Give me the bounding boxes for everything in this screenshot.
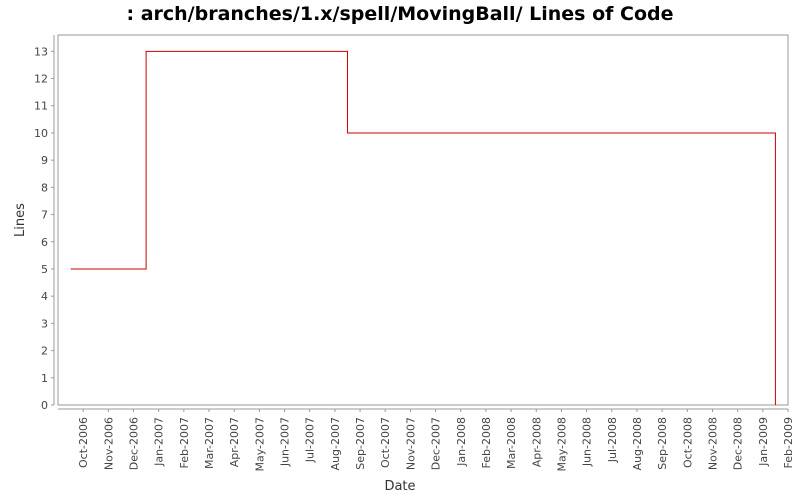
x-tick-label: Jun-2008	[581, 417, 594, 467]
x-tick-label: Dec-2006	[128, 417, 141, 470]
x-tick-label: Jul-2008	[606, 417, 619, 463]
x-tick-label: Nov-2008	[706, 417, 719, 470]
chart-title: : arch/branches/1.x/spell/MovingBall/ Li…	[126, 3, 673, 25]
x-tick-label: Apr-2008	[530, 417, 543, 467]
x-tick-label: Mar-2008	[505, 417, 518, 469]
x-tick-label: Aug-2007	[329, 417, 342, 470]
y-tick-label: 5	[41, 263, 48, 276]
x-tick-label: Jun-2007	[279, 417, 292, 467]
x-tick-label: Feb-2008	[480, 417, 493, 468]
y-tick-label: 9	[41, 154, 48, 167]
x-tick-label: Jan-2007	[153, 417, 166, 467]
x-tick-label: Nov-2006	[102, 417, 115, 470]
plot-area	[57, 34, 789, 406]
y-tick-label: 11	[34, 100, 48, 113]
y-tick-label: 8	[41, 181, 48, 194]
x-tick-label: Jan-2008	[455, 417, 468, 467]
x-tick-label: Sep-2007	[354, 417, 367, 470]
x-tick-label: Dec-2007	[430, 417, 443, 470]
x-tick-label: Sep-2008	[656, 417, 669, 470]
y-tick-label: 6	[41, 236, 48, 249]
x-tick-label: Dec-2008	[732, 417, 745, 470]
x-tick-label: Jul-2007	[304, 417, 317, 463]
x-tick-label: May-2008	[555, 417, 568, 472]
x-tick-label: Apr-2007	[228, 417, 241, 467]
y-axis-label: Lines	[13, 203, 28, 237]
y-tick-label: 7	[41, 209, 48, 222]
x-tick-label: Feb-2007	[178, 417, 191, 468]
line	[70, 50, 776, 405]
x-tick-label: Oct-2008	[681, 417, 694, 468]
x-tick-label: Oct-2006	[77, 417, 90, 468]
x-tick-label: May-2007	[253, 417, 266, 472]
y-tick-label: 12	[34, 73, 48, 86]
x-tick-label: Feb-2009	[782, 417, 795, 468]
y-tick-label: 10	[34, 127, 48, 140]
x-tick-label: Oct-2007	[379, 417, 392, 468]
y-tick-label: 1	[41, 372, 48, 385]
x-tick-label: Mar-2007	[203, 417, 216, 469]
y-tick-label: 4	[41, 290, 48, 303]
x-tick-label: Jan-2009	[757, 417, 770, 467]
y-tick-label: 13	[34, 45, 48, 58]
x-tick-label: Nov-2007	[404, 417, 417, 470]
x-tick-label: Aug-2008	[631, 417, 644, 470]
x-axis-label: Date	[384, 479, 415, 494]
y-tick-label: 2	[41, 345, 48, 358]
y-tick-label: 0	[41, 399, 48, 412]
y-tick-label: 3	[41, 317, 48, 330]
